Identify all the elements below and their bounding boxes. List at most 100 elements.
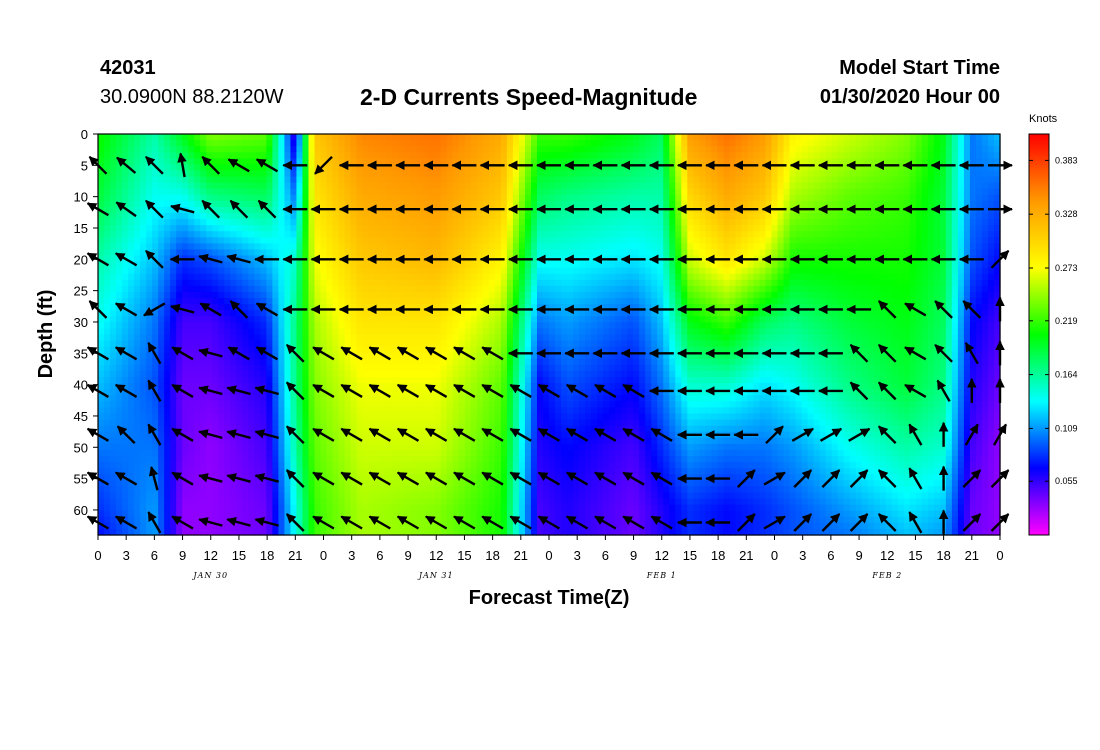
heatmap-cell xyxy=(176,273,183,281)
heatmap-cell xyxy=(404,377,412,384)
heatmap-cell xyxy=(296,164,304,172)
heatmap-cell xyxy=(464,449,472,457)
heatmap-cell xyxy=(494,383,502,390)
heatmap-cell xyxy=(440,383,448,390)
heatmap-cell xyxy=(356,437,364,445)
heatmap-cell xyxy=(224,188,231,196)
heatmap-cell xyxy=(146,462,153,469)
heatmap-cell xyxy=(224,510,231,518)
heatmap-cell xyxy=(380,152,388,159)
heatmap-cell xyxy=(116,322,123,330)
heatmap-cell xyxy=(188,267,195,275)
heatmap-cell xyxy=(188,182,195,190)
heatmap-cell xyxy=(152,279,159,287)
heatmap-cell xyxy=(482,200,490,208)
heatmap-cell xyxy=(164,279,171,287)
heatmap-cell xyxy=(476,346,484,354)
heatmap-cell xyxy=(458,462,466,469)
heatmap-cell xyxy=(200,364,207,372)
heatmap-cell xyxy=(326,304,334,311)
heatmap-cell xyxy=(302,437,310,445)
heatmap-cell xyxy=(194,516,201,524)
heatmap-cell xyxy=(512,377,520,384)
heatmap-cell xyxy=(530,261,538,269)
heatmap-cell xyxy=(356,334,364,342)
heatmap-cell xyxy=(500,395,508,402)
heatmap-cell xyxy=(518,358,526,366)
heatmap-cell xyxy=(176,462,183,469)
heatmap-cell xyxy=(464,225,472,232)
heatmap-cell xyxy=(224,158,231,165)
heatmap-cell xyxy=(98,188,105,196)
heatmap-cell xyxy=(446,401,454,409)
heatmap-cell xyxy=(536,219,544,226)
heatmap-cell xyxy=(434,456,442,463)
heatmap-cell xyxy=(386,462,394,469)
heatmap-cell xyxy=(440,225,448,232)
heatmap-cell xyxy=(296,474,304,481)
heatmap-cell xyxy=(308,243,316,251)
heatmap-cell xyxy=(380,249,388,257)
heatmap-cell xyxy=(110,188,117,196)
heatmap-cell xyxy=(440,510,448,518)
heatmap-cell xyxy=(254,328,261,336)
heatmap-cell xyxy=(140,395,147,402)
heatmap-cell xyxy=(164,237,171,244)
heatmap-cell xyxy=(158,383,165,390)
heatmap-cell xyxy=(512,170,520,178)
heatmap-cell xyxy=(368,498,376,506)
heatmap-cell xyxy=(176,395,183,402)
heatmap-cell xyxy=(542,346,550,354)
heatmap-cell xyxy=(446,443,454,451)
heatmap-cell xyxy=(194,364,201,372)
heatmap-cell xyxy=(104,383,111,390)
heatmap-cell xyxy=(350,486,358,494)
heatmap-cell xyxy=(116,212,123,220)
heatmap-cell xyxy=(482,212,490,220)
heatmap-cell xyxy=(230,152,237,159)
heatmap-cell xyxy=(278,243,286,251)
heatmap-cell xyxy=(128,140,135,147)
heatmap-cell xyxy=(182,298,189,305)
heatmap-cell xyxy=(332,146,340,153)
heatmap-cell xyxy=(380,334,388,342)
heatmap-cell xyxy=(188,413,195,421)
heatmap-cell xyxy=(362,486,370,494)
heatmap-cell xyxy=(524,383,532,390)
heatmap-cell xyxy=(332,498,340,506)
heatmap-cell xyxy=(482,182,490,190)
heatmap-cell xyxy=(218,528,225,536)
heatmap-cell xyxy=(254,370,261,378)
heatmap-cell xyxy=(392,188,400,196)
heatmap-cell xyxy=(434,425,442,433)
heatmap-cell xyxy=(176,480,183,487)
heatmap-cell xyxy=(152,419,159,427)
heatmap-cell xyxy=(530,383,538,390)
heatmap-cell xyxy=(386,170,394,178)
heatmap-cell xyxy=(518,140,526,147)
heatmap-cell xyxy=(362,243,370,251)
heatmap-cell xyxy=(452,486,460,494)
heatmap-cell xyxy=(272,370,279,378)
heatmap-cell xyxy=(374,231,382,238)
heatmap-cell xyxy=(512,413,520,421)
heatmap-cell xyxy=(398,279,406,287)
heatmap-cell xyxy=(470,279,478,287)
heatmap-cell xyxy=(284,352,292,360)
heatmap-cell xyxy=(392,516,400,524)
heatmap-cell xyxy=(224,219,231,226)
heatmap-cell xyxy=(194,437,201,445)
heatmap-cell xyxy=(434,212,442,220)
heatmap-cell xyxy=(212,437,219,445)
heatmap-cell xyxy=(224,291,231,299)
heatmap-cell xyxy=(344,377,352,384)
heatmap-cell xyxy=(332,352,340,360)
heatmap-cell xyxy=(416,182,424,190)
heatmap-cell xyxy=(368,462,376,469)
heatmap-cell xyxy=(158,237,165,244)
heatmap-cell xyxy=(140,152,147,159)
heatmap-cell xyxy=(218,146,225,153)
heatmap-cell xyxy=(549,267,556,275)
heatmap-cell xyxy=(488,498,496,506)
heatmap-cell xyxy=(392,492,400,500)
